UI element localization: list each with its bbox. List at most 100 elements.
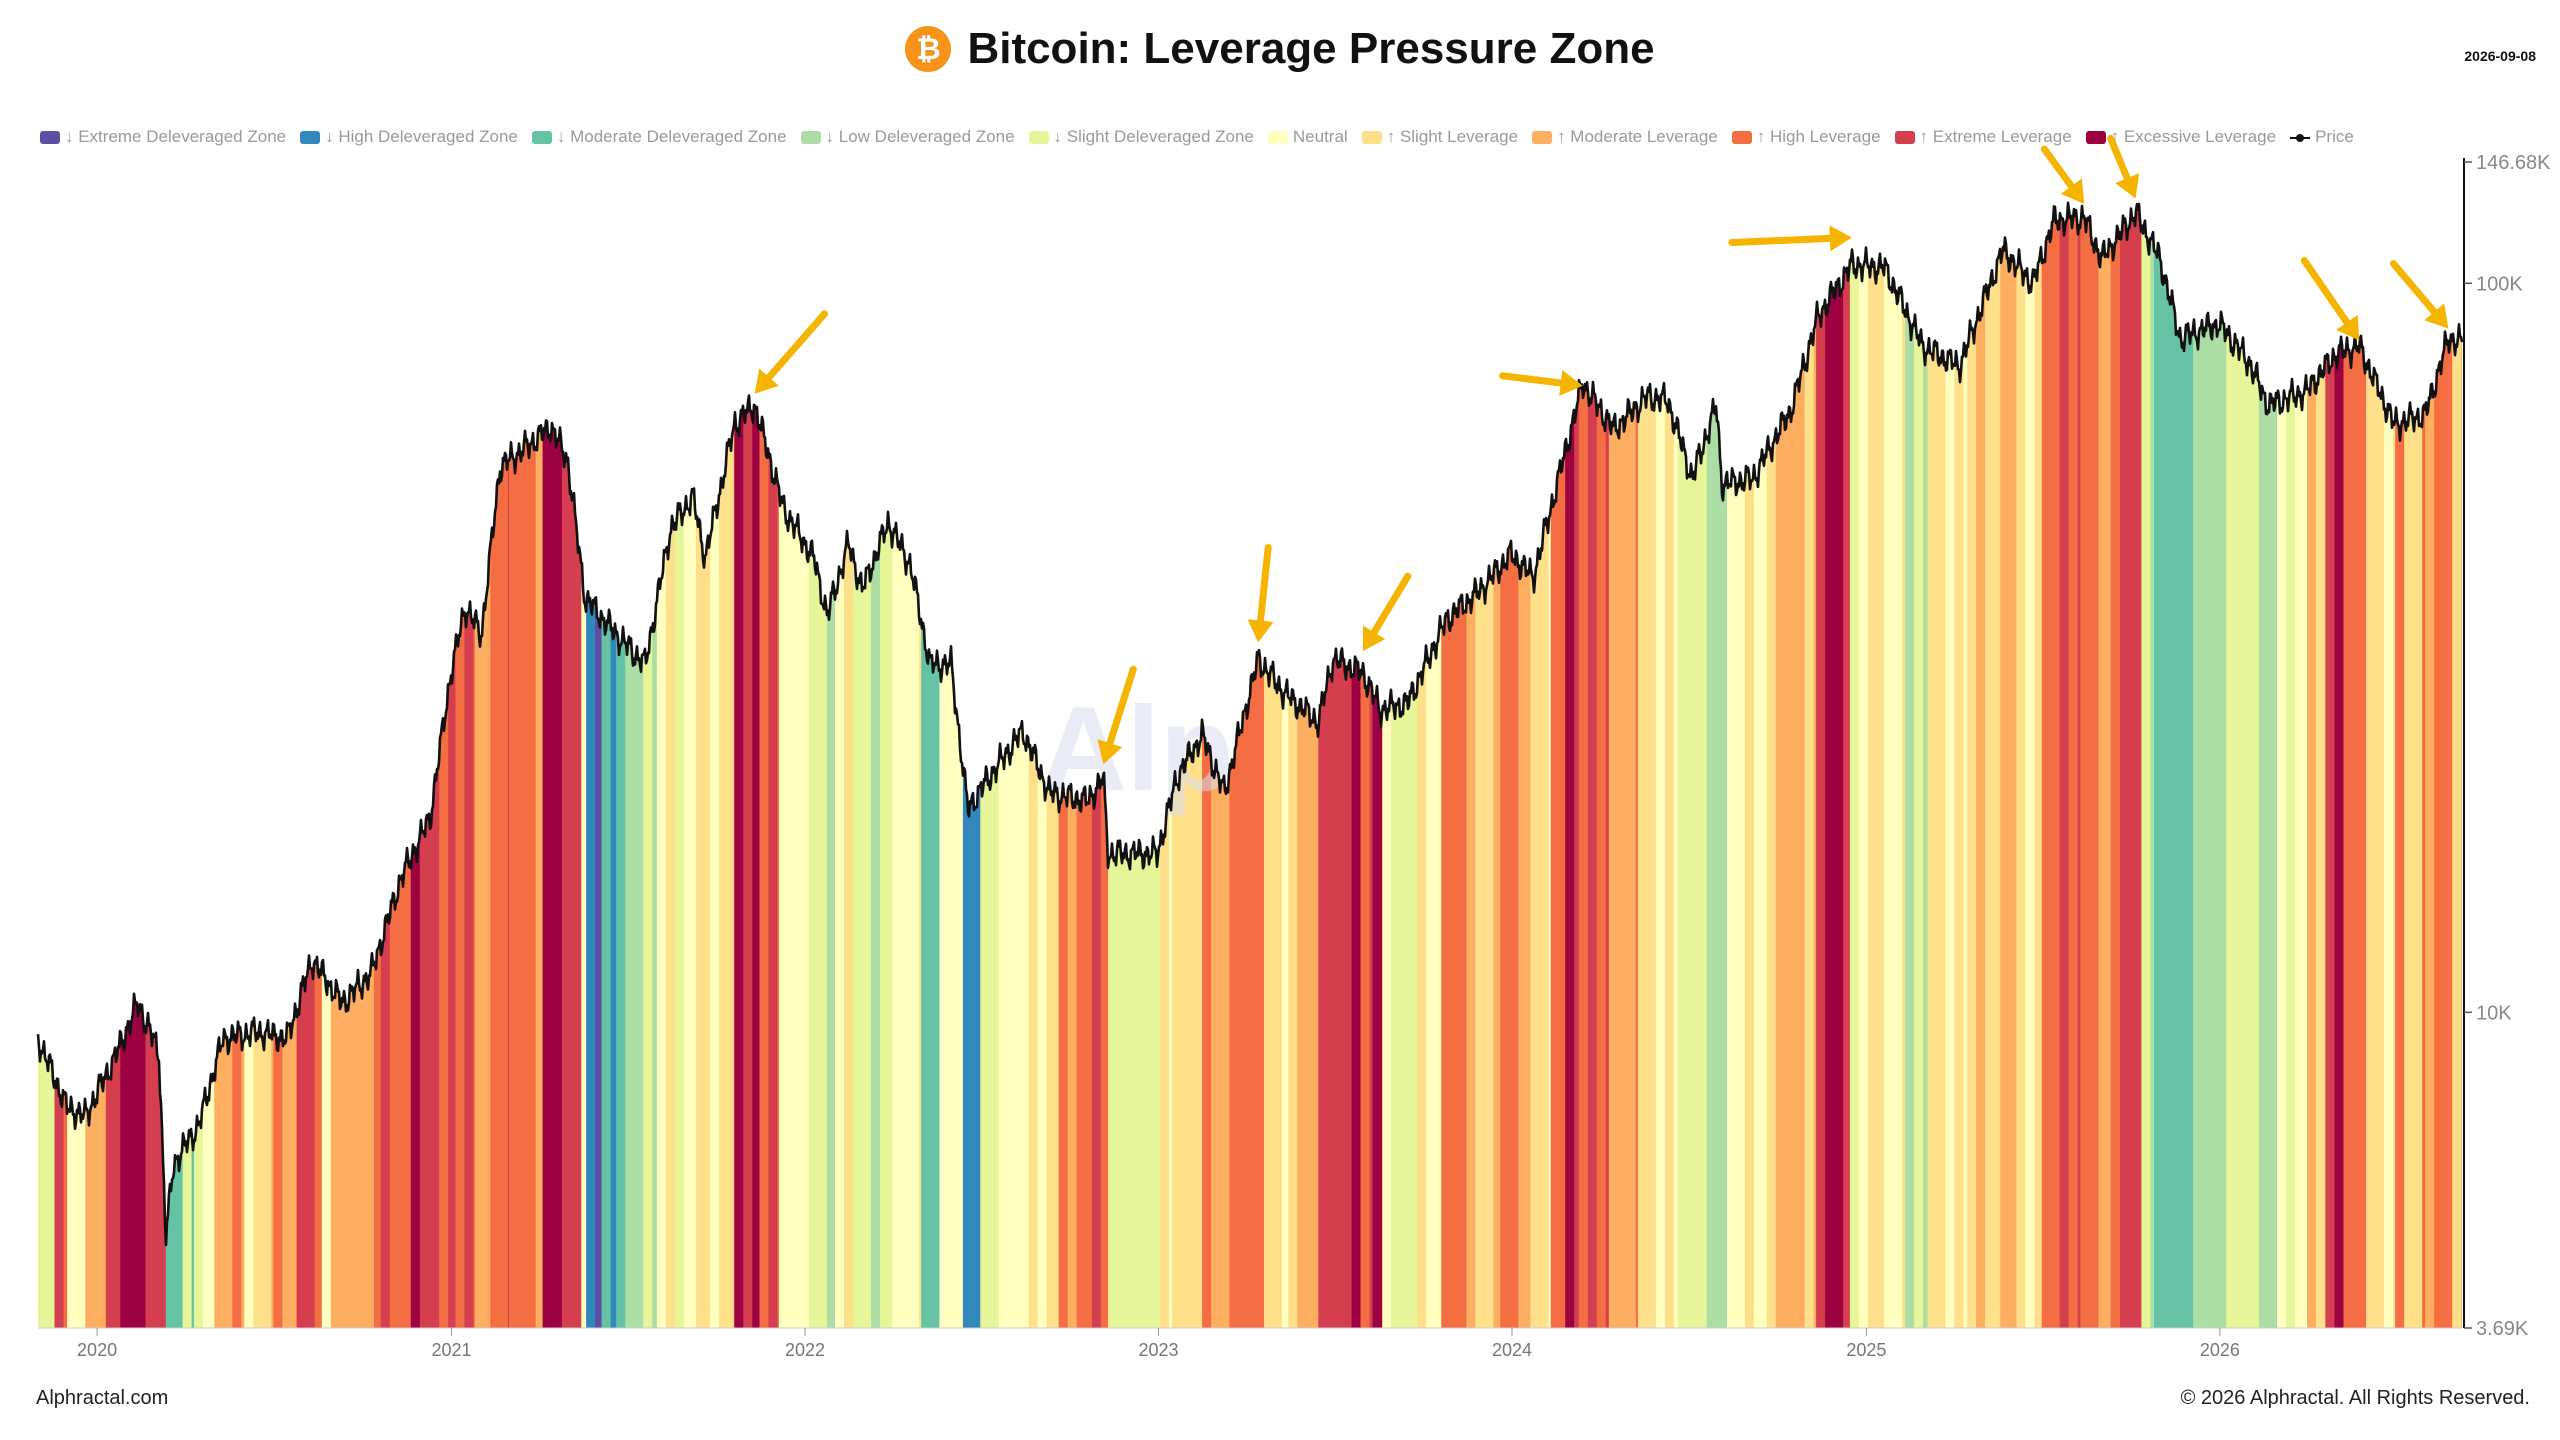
zone-band xyxy=(2343,202,2346,1328)
zone-band xyxy=(1608,202,1619,1328)
zone-band xyxy=(2138,202,2142,1328)
legend-swatch xyxy=(1028,130,1049,144)
zone-band xyxy=(1578,202,1589,1328)
zone-band xyxy=(145,202,156,1328)
highlight-arrows xyxy=(754,134,2449,765)
zone-band xyxy=(1288,202,1298,1328)
zone-band xyxy=(1327,202,1337,1328)
zone-band xyxy=(1550,202,1561,1328)
zone-band xyxy=(1605,202,1610,1328)
zone-band xyxy=(1435,202,1442,1328)
zone-band xyxy=(2110,202,2121,1328)
zone-band xyxy=(1400,202,1410,1328)
legend-swatch xyxy=(1894,130,1915,144)
zone-band xyxy=(971,202,981,1328)
zone-band xyxy=(1342,202,1353,1328)
legend-item[interactable]: ↓ Low Deleveraged Zone xyxy=(800,127,1015,147)
legend-item[interactable]: ↑ Slight Leverage xyxy=(1361,127,1518,147)
y-tick-label: 3.69K xyxy=(2476,1318,2529,1340)
zone-band xyxy=(1686,202,1697,1328)
zone-band xyxy=(1825,202,1835,1328)
zone-band xyxy=(1028,202,1039,1328)
zone-band xyxy=(1409,202,1418,1328)
zone-band xyxy=(560,202,563,1328)
zone-band xyxy=(1596,202,1607,1328)
zone-band xyxy=(1927,202,1937,1328)
zone-band xyxy=(817,202,828,1328)
zone-band xyxy=(1763,202,1768,1328)
zone-band xyxy=(2325,202,2336,1328)
highlight-arrow xyxy=(1499,370,1583,396)
highlight-arrow xyxy=(2107,134,2140,199)
zone-band xyxy=(410,202,421,1328)
x-tick-label: 2023 xyxy=(1138,1340,1178,1360)
legend-item[interactable]: ↑ Excessive Leverage xyxy=(2085,127,2276,147)
zone-band xyxy=(2016,202,2027,1328)
arrow-shaft xyxy=(2040,145,2075,190)
zone-band xyxy=(1914,202,1924,1328)
chart-header: ₿ Bitcoin: Leverage Pressure Zone xyxy=(0,14,2560,84)
zone-band xyxy=(314,202,323,1328)
zone-band xyxy=(1637,202,1648,1328)
zone-band xyxy=(455,202,465,1328)
zone-band xyxy=(490,202,500,1328)
zone-band xyxy=(2413,202,2423,1328)
legend-item[interactable]: ↑ Extreme Leverage xyxy=(1894,127,2072,147)
zone-band xyxy=(223,202,233,1328)
chart-legend: ↓ Extreme Deleveraged Zone ↓ High Delever… xyxy=(40,124,2540,150)
zone-band xyxy=(2150,202,2155,1328)
zone-band xyxy=(273,202,283,1328)
legend-item[interactable]: ↓ High Deleveraged Zone xyxy=(300,127,518,147)
zone-band xyxy=(1963,202,1968,1328)
zone-band xyxy=(2235,202,2245,1328)
zone-band xyxy=(2068,202,2079,1328)
zone-band xyxy=(542,202,553,1328)
zone-band xyxy=(595,202,603,1328)
zone-band xyxy=(1016,202,1027,1328)
arrow-head xyxy=(1247,619,1274,643)
zone-band xyxy=(2163,202,2173,1328)
zone-band xyxy=(889,202,893,1328)
zone-band xyxy=(1976,202,1986,1328)
zone-band xyxy=(1754,202,1764,1328)
zone-band xyxy=(768,202,779,1328)
zone-band xyxy=(1991,202,2001,1328)
zone-band xyxy=(579,202,582,1328)
chart-date: 2026-09-08 xyxy=(2464,48,2536,64)
footer-copyright: © 2026 Alphractal. All Rights Reserved. xyxy=(2180,1387,2530,1409)
highlight-arrow xyxy=(2389,260,2449,329)
zone-band xyxy=(38,202,48,1328)
zone-band xyxy=(2041,202,2052,1328)
zone-band xyxy=(1793,202,1797,1328)
x-axis: 2020 2021 2022 2023 2024 2025 2026 xyxy=(38,1327,2462,1360)
zone-band xyxy=(526,202,537,1328)
arrow-head xyxy=(2424,303,2449,329)
legend-item[interactable]: ↑ High Leverage xyxy=(1731,127,1881,147)
zone-band xyxy=(1025,202,1030,1328)
zone-band xyxy=(2226,202,2236,1328)
footer-site: Alphractal.com xyxy=(36,1387,169,1409)
legend-item[interactable]: Neutral xyxy=(1267,127,1348,147)
zone-band xyxy=(508,202,519,1328)
zone-band xyxy=(2295,202,2305,1328)
zone-band xyxy=(94,202,105,1328)
zone-band xyxy=(2316,202,2326,1328)
legend-item[interactable]: ↑ Moderate Leverage xyxy=(1532,127,1718,147)
zone-band xyxy=(202,202,213,1328)
zone-band xyxy=(1902,202,1906,1328)
zone-band xyxy=(1766,202,1777,1328)
legend-label: ↓ Low Deleveraged Zone xyxy=(825,127,1015,146)
zone-band xyxy=(2249,202,2260,1328)
zone-band xyxy=(321,202,332,1328)
legend-item[interactable]: ↓ Extreme Deleveraged Zone xyxy=(40,127,286,147)
zone-band xyxy=(1202,202,1212,1328)
zone-band xyxy=(1441,202,1451,1328)
zone-band xyxy=(1784,202,1795,1328)
legend-item-price[interactable]: Price xyxy=(2290,127,2354,147)
zone-band xyxy=(796,202,807,1328)
zone-band xyxy=(2141,202,2151,1328)
legend-item[interactable]: ↓ Moderate Deleveraged Zone xyxy=(531,127,787,147)
zone-band xyxy=(1715,202,1726,1328)
legend-item[interactable]: ↓ Slight Deleveraged Zone xyxy=(1028,127,1254,147)
zone-band xyxy=(54,202,65,1328)
